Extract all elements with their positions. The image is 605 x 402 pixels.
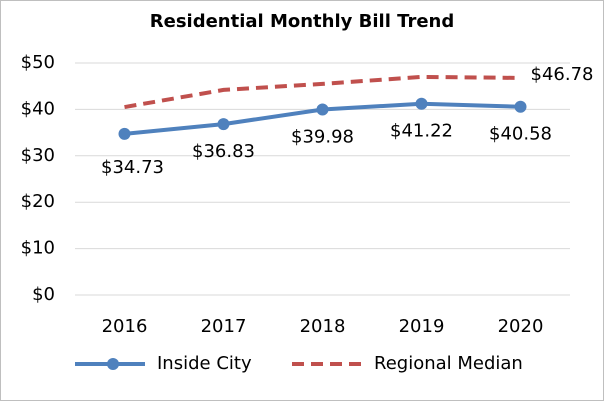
legend-label: Inside City — [157, 353, 252, 374]
data-label: $39.98 — [291, 126, 354, 147]
chart-title: Residential Monthly Bill Trend — [150, 11, 454, 32]
data-point — [316, 103, 329, 116]
y-tick-label: $10 — [21, 238, 55, 259]
y-tick-label: $50 — [21, 52, 55, 73]
data-label: $34.73 — [101, 157, 164, 178]
data-point — [217, 118, 230, 131]
data-label: $41.22 — [390, 121, 453, 142]
series-line — [124, 74, 521, 110]
x-tick-label: 2018 — [300, 316, 346, 337]
data-point — [118, 127, 131, 140]
y-tick-label: $40 — [21, 98, 55, 119]
data-label: $46.78 — [531, 64, 594, 85]
x-tick-label: 2016 — [102, 316, 148, 337]
data-label: $36.83 — [192, 141, 255, 162]
x-tick-label: 2019 — [399, 316, 445, 337]
y-tick-label: $0 — [32, 284, 55, 305]
y-tick-label: $20 — [21, 191, 55, 212]
legend-marker — [107, 358, 119, 370]
x-tick-label: 2020 — [498, 316, 544, 337]
x-tick-label: 2017 — [201, 316, 247, 337]
data-point — [415, 97, 428, 110]
data-point — [514, 100, 527, 113]
legend-label: Regional Median — [374, 353, 523, 374]
data-label: $40.58 — [489, 124, 552, 145]
y-tick-label: $30 — [21, 145, 55, 166]
